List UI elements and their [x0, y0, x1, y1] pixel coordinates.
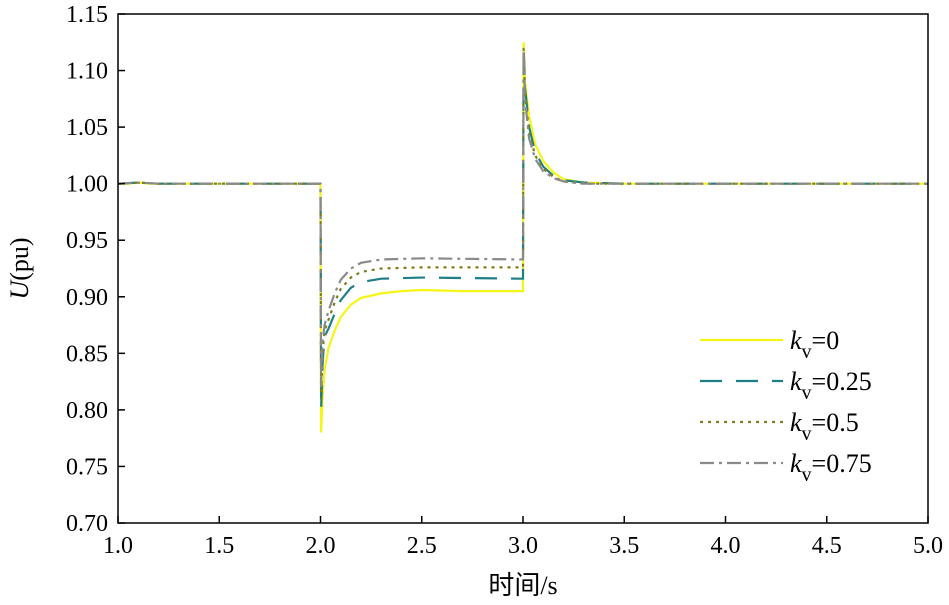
y-tick-label: 0.95: [66, 228, 108, 254]
x-tick-label: 1.5: [204, 533, 234, 559]
x-tick-label: 4.0: [711, 533, 741, 559]
x-tick-label: 4.5: [812, 533, 842, 559]
x-tick-label: 1.0: [103, 533, 133, 559]
series-line-1: [117, 45, 928, 410]
legend-label-3: kv=0.75: [790, 449, 872, 486]
legend-label-variable: k: [790, 367, 802, 396]
legend-label-value: =0.75: [812, 449, 872, 478]
legend-label-subscript: v: [802, 464, 812, 486]
x-tick-label: 3.0: [508, 533, 538, 559]
legend-label-value: =0.25: [812, 367, 872, 396]
legend-label-variable: k: [790, 408, 802, 437]
legend-label-subscript: v: [802, 382, 812, 404]
legend-label-subscript: v: [802, 341, 812, 363]
y-tick-label: 1.15: [66, 2, 108, 28]
x-tick-label: 5.0: [913, 533, 943, 559]
axis-ticks: [117, 13, 929, 524]
legend-label-value: =0.5: [812, 408, 859, 437]
y-tick-label: 1.10: [66, 59, 108, 85]
axis-tick-labels: 1.0 1.5 2.0 2.5 3.0 3.5 4.0 4.5 5.0 0.70 0.75 0.80 0…: [66, 2, 943, 559]
legend-label-1: kv=0.25: [790, 367, 872, 404]
series-line-3: [117, 50, 928, 388]
legend-label-2: kv=0.5: [790, 408, 859, 445]
x-tick-label: 3.5: [609, 533, 639, 559]
y-tick-label: 1.05: [66, 115, 108, 141]
legend-label-variable: k: [790, 449, 802, 478]
x-tick-label: 2.0: [306, 533, 336, 559]
y-tick-label: 0.90: [66, 285, 108, 311]
legend-label-0: kv=0: [790, 326, 839, 363]
y-axis-title-unit: (pu): [5, 237, 34, 280]
y-axis-title: U(pu): [5, 237, 34, 299]
y-axis-title-variable: U: [5, 279, 34, 300]
y-tick-label: 0.70: [66, 511, 108, 537]
legend-label-value: =0: [812, 326, 840, 355]
x-axis-title: 时间/s: [488, 571, 557, 600]
legend-label-variable: k: [790, 326, 802, 355]
y-tick-label: 0.80: [66, 398, 108, 424]
legend-label-subscript: v: [802, 423, 812, 445]
y-tick-label: 1.00: [66, 172, 108, 198]
x-tick-label: 2.5: [407, 533, 437, 559]
y-tick-label: 0.85: [66, 341, 108, 367]
y-tick-label: 0.75: [66, 454, 108, 480]
plot-lines: [117, 42, 928, 433]
